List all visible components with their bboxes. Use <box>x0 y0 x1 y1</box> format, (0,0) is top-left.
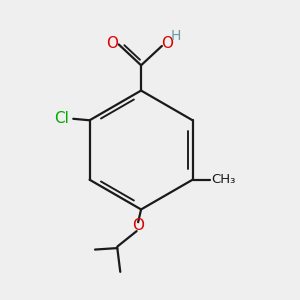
Text: O: O <box>161 36 173 51</box>
Text: O: O <box>132 218 144 233</box>
Text: O: O <box>106 35 118 50</box>
Text: H: H <box>171 29 181 44</box>
Text: CH₃: CH₃ <box>212 172 236 186</box>
Text: Cl: Cl <box>54 111 69 126</box>
